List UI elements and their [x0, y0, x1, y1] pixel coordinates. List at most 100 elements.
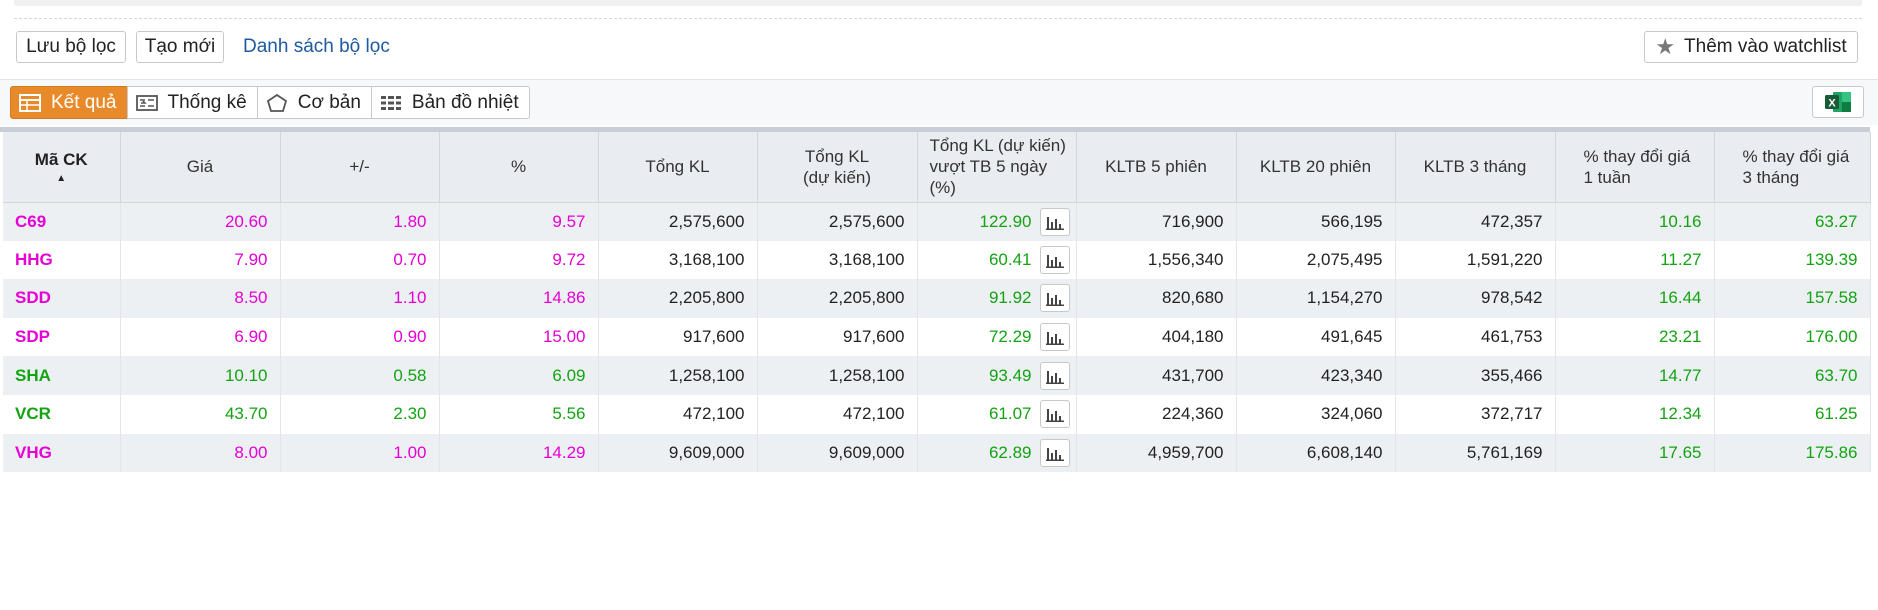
change-cell: 0.70 [280, 240, 440, 280]
symbol-cell[interactable]: SHA [3, 356, 121, 395]
volume-ratio-wrap: 72.29 [918, 323, 1070, 352]
volume-chart-button[interactable] [1039, 361, 1070, 390]
col-pct[interactable]: % [439, 132, 599, 203]
avg5-cell: 431,700 [1076, 356, 1237, 395]
table-row[interactable]: SDP 6.90 0.90 15.00 917,600 917,600 72.29 404,1… [3, 317, 1871, 357]
col-price[interactable]: Giá [120, 132, 281, 203]
change-3m-cell: 61.25 [1714, 394, 1871, 434]
price-cell: 6.90 [120, 317, 281, 357]
table-row[interactable]: VCR 43.70 2.30 5.56 472,100 472,100 61.07 224,3… [3, 394, 1871, 434]
col-symbol-label: Mã CK [34, 150, 88, 170]
bar-chart-icon [1045, 216, 1064, 230]
pct-cell: 15.00 [439, 317, 599, 357]
col-change-1w-line1: % thay đổi giá [1583, 146, 1691, 166]
change-3m-cell: 63.27 [1714, 202, 1871, 241]
volume-ratio-cell: 60.41 [917, 240, 1077, 280]
table-row[interactable]: SDD 8.50 1.10 14.86 2,205,800 2,205,800 91.92 8… [3, 279, 1871, 318]
table-row[interactable]: C69 20.60 1.80 9.57 2,575,600 2,575,600 122.90… [3, 202, 1871, 241]
new-filter-button[interactable]: Tạo mới [136, 31, 224, 63]
divider [14, 18, 1862, 19]
tab-statistics[interactable]: Thống kê [126, 86, 258, 119]
volume-chart-button[interactable] [1039, 245, 1070, 274]
avg5-cell: 224,360 [1076, 394, 1237, 434]
total-volume-est-cell: 2,205,800 [757, 279, 918, 318]
volume-chart-button[interactable] [1039, 400, 1070, 429]
price-cell: 20.60 [120, 202, 281, 241]
col-change[interactable]: +/- [280, 132, 440, 203]
export-excel-button[interactable]: X [1812, 86, 1864, 118]
excel-icon: X [1825, 92, 1851, 112]
change-1w-cell: 16.44 [1555, 279, 1715, 318]
bar-chart-icon [1045, 332, 1064, 346]
total-volume-est-cell: 9,609,000 [757, 433, 918, 473]
change-3m-cell: 139.39 [1714, 240, 1871, 280]
symbol-cell[interactable]: HHG [3, 240, 121, 280]
pct-cell: 5.56 [439, 394, 599, 434]
volume-ratio-wrap: 93.49 [918, 361, 1070, 390]
col-change-1w-line2: 1 tuần [1583, 167, 1631, 187]
tab-heatmap[interactable]: Bản đồ nhiệt [370, 86, 530, 119]
col-change-1w[interactable]: % thay đổi giá 1 tuần [1555, 132, 1715, 203]
tab-basic[interactable]: Cơ bản [256, 86, 372, 119]
tab-heatmap-label: Bản đồ nhiệt [411, 91, 519, 113]
add-watchlist-label: Thêm vào watchlist [1684, 36, 1847, 57]
table-row[interactable]: VHG 8.00 1.00 14.29 9,609,000 9,609,000 62.89 4… [3, 433, 1871, 473]
volume-ratio-cell: 72.29 [917, 317, 1077, 357]
price-cell: 10.10 [120, 356, 281, 395]
symbol-cell[interactable]: VHG [3, 433, 121, 473]
change-1w-cell: 23.21 [1555, 317, 1715, 357]
volume-chart-button[interactable] [1039, 323, 1070, 352]
symbol-cell[interactable]: C69 [3, 202, 121, 241]
change-cell: 1.00 [280, 433, 440, 473]
col-avg-20[interactable]: KLTB 20 phiên [1236, 132, 1396, 203]
avg5-cell: 820,680 [1076, 279, 1237, 318]
tab-results[interactable]: Kết quả [10, 86, 128, 119]
volume-chart-button[interactable] [1039, 207, 1070, 236]
col-volume-ratio[interactable]: Tổng KL (dự kiến) vượt TB 5 ngày (%) [917, 132, 1077, 203]
volume-ratio-value: 61.07 [988, 404, 1032, 424]
symbol-cell[interactable]: VCR [3, 394, 121, 434]
avg20-cell: 566,195 [1236, 202, 1396, 241]
volume-chart-button[interactable] [1039, 438, 1070, 467]
total-volume-est-cell: 1,258,100 [757, 356, 918, 395]
filter-list-link[interactable]: Danh sách bộ lọc [243, 36, 390, 57]
table-row[interactable]: SHA 10.10 0.58 6.09 1,258,100 1,258,100 93.49 4… [3, 356, 1871, 395]
volume-ratio-value: 93.49 [988, 365, 1032, 385]
symbol-cell[interactable]: SDD [3, 279, 121, 318]
sort-asc-icon: ▲ [56, 173, 67, 185]
col-total-volume-est[interactable]: Tổng KL (dự kiến) [757, 132, 918, 203]
volume-ratio-wrap: 60.41 [918, 245, 1070, 274]
volume-ratio-value: 60.41 [988, 249, 1032, 269]
add-watchlist-button[interactable]: ★ Thêm vào watchlist [1644, 31, 1858, 63]
volume-ratio-wrap: 91.92 [918, 284, 1070, 313]
volume-ratio-value: 72.29 [988, 327, 1032, 347]
avg20-cell: 423,340 [1236, 356, 1396, 395]
bar-chart-icon [1045, 254, 1064, 268]
col-avg-3m[interactable]: KLTB 3 tháng [1395, 132, 1556, 203]
total-volume-est-cell: 917,600 [757, 317, 918, 357]
col-volume-ratio-line3: (%) [929, 178, 956, 198]
volume-ratio-cell: 61.07 [917, 394, 1077, 434]
pct-cell: 9.72 [439, 240, 599, 280]
col-change-3m[interactable]: % thay đổi giá 3 tháng [1714, 132, 1871, 203]
avg5-cell: 716,900 [1076, 202, 1237, 241]
price-cell: 7.90 [120, 240, 281, 280]
symbol-cell[interactable]: SDP [3, 317, 121, 357]
change-1w-cell: 14.77 [1555, 356, 1715, 395]
volume-ratio-cell: 91.92 [917, 279, 1077, 318]
avg3m-cell: 372,717 [1395, 394, 1556, 434]
bar-chart-icon [1045, 293, 1064, 307]
col-total-volume[interactable]: Tổng KL [598, 132, 758, 203]
bar-chart-icon [1045, 370, 1064, 384]
avg3m-cell: 5,761,169 [1395, 433, 1556, 473]
total-volume-cell: 3,168,100 [598, 240, 758, 280]
col-avg-5[interactable]: KLTB 5 phiên [1076, 132, 1237, 203]
volume-ratio-wrap: 61.07 [918, 400, 1070, 429]
avg5-cell: 404,180 [1076, 317, 1237, 357]
volume-chart-button[interactable] [1039, 284, 1070, 313]
col-symbol[interactable]: Mã CK ▲ [3, 132, 121, 203]
total-volume-est-cell: 3,168,100 [757, 240, 918, 280]
table-row[interactable]: HHG 7.90 0.70 9.72 3,168,100 3,168,100 60.41 1,… [3, 240, 1871, 280]
volume-ratio-value: 62.89 [988, 442, 1032, 462]
save-filter-button[interactable]: Lưu bộ lọc [16, 31, 126, 63]
